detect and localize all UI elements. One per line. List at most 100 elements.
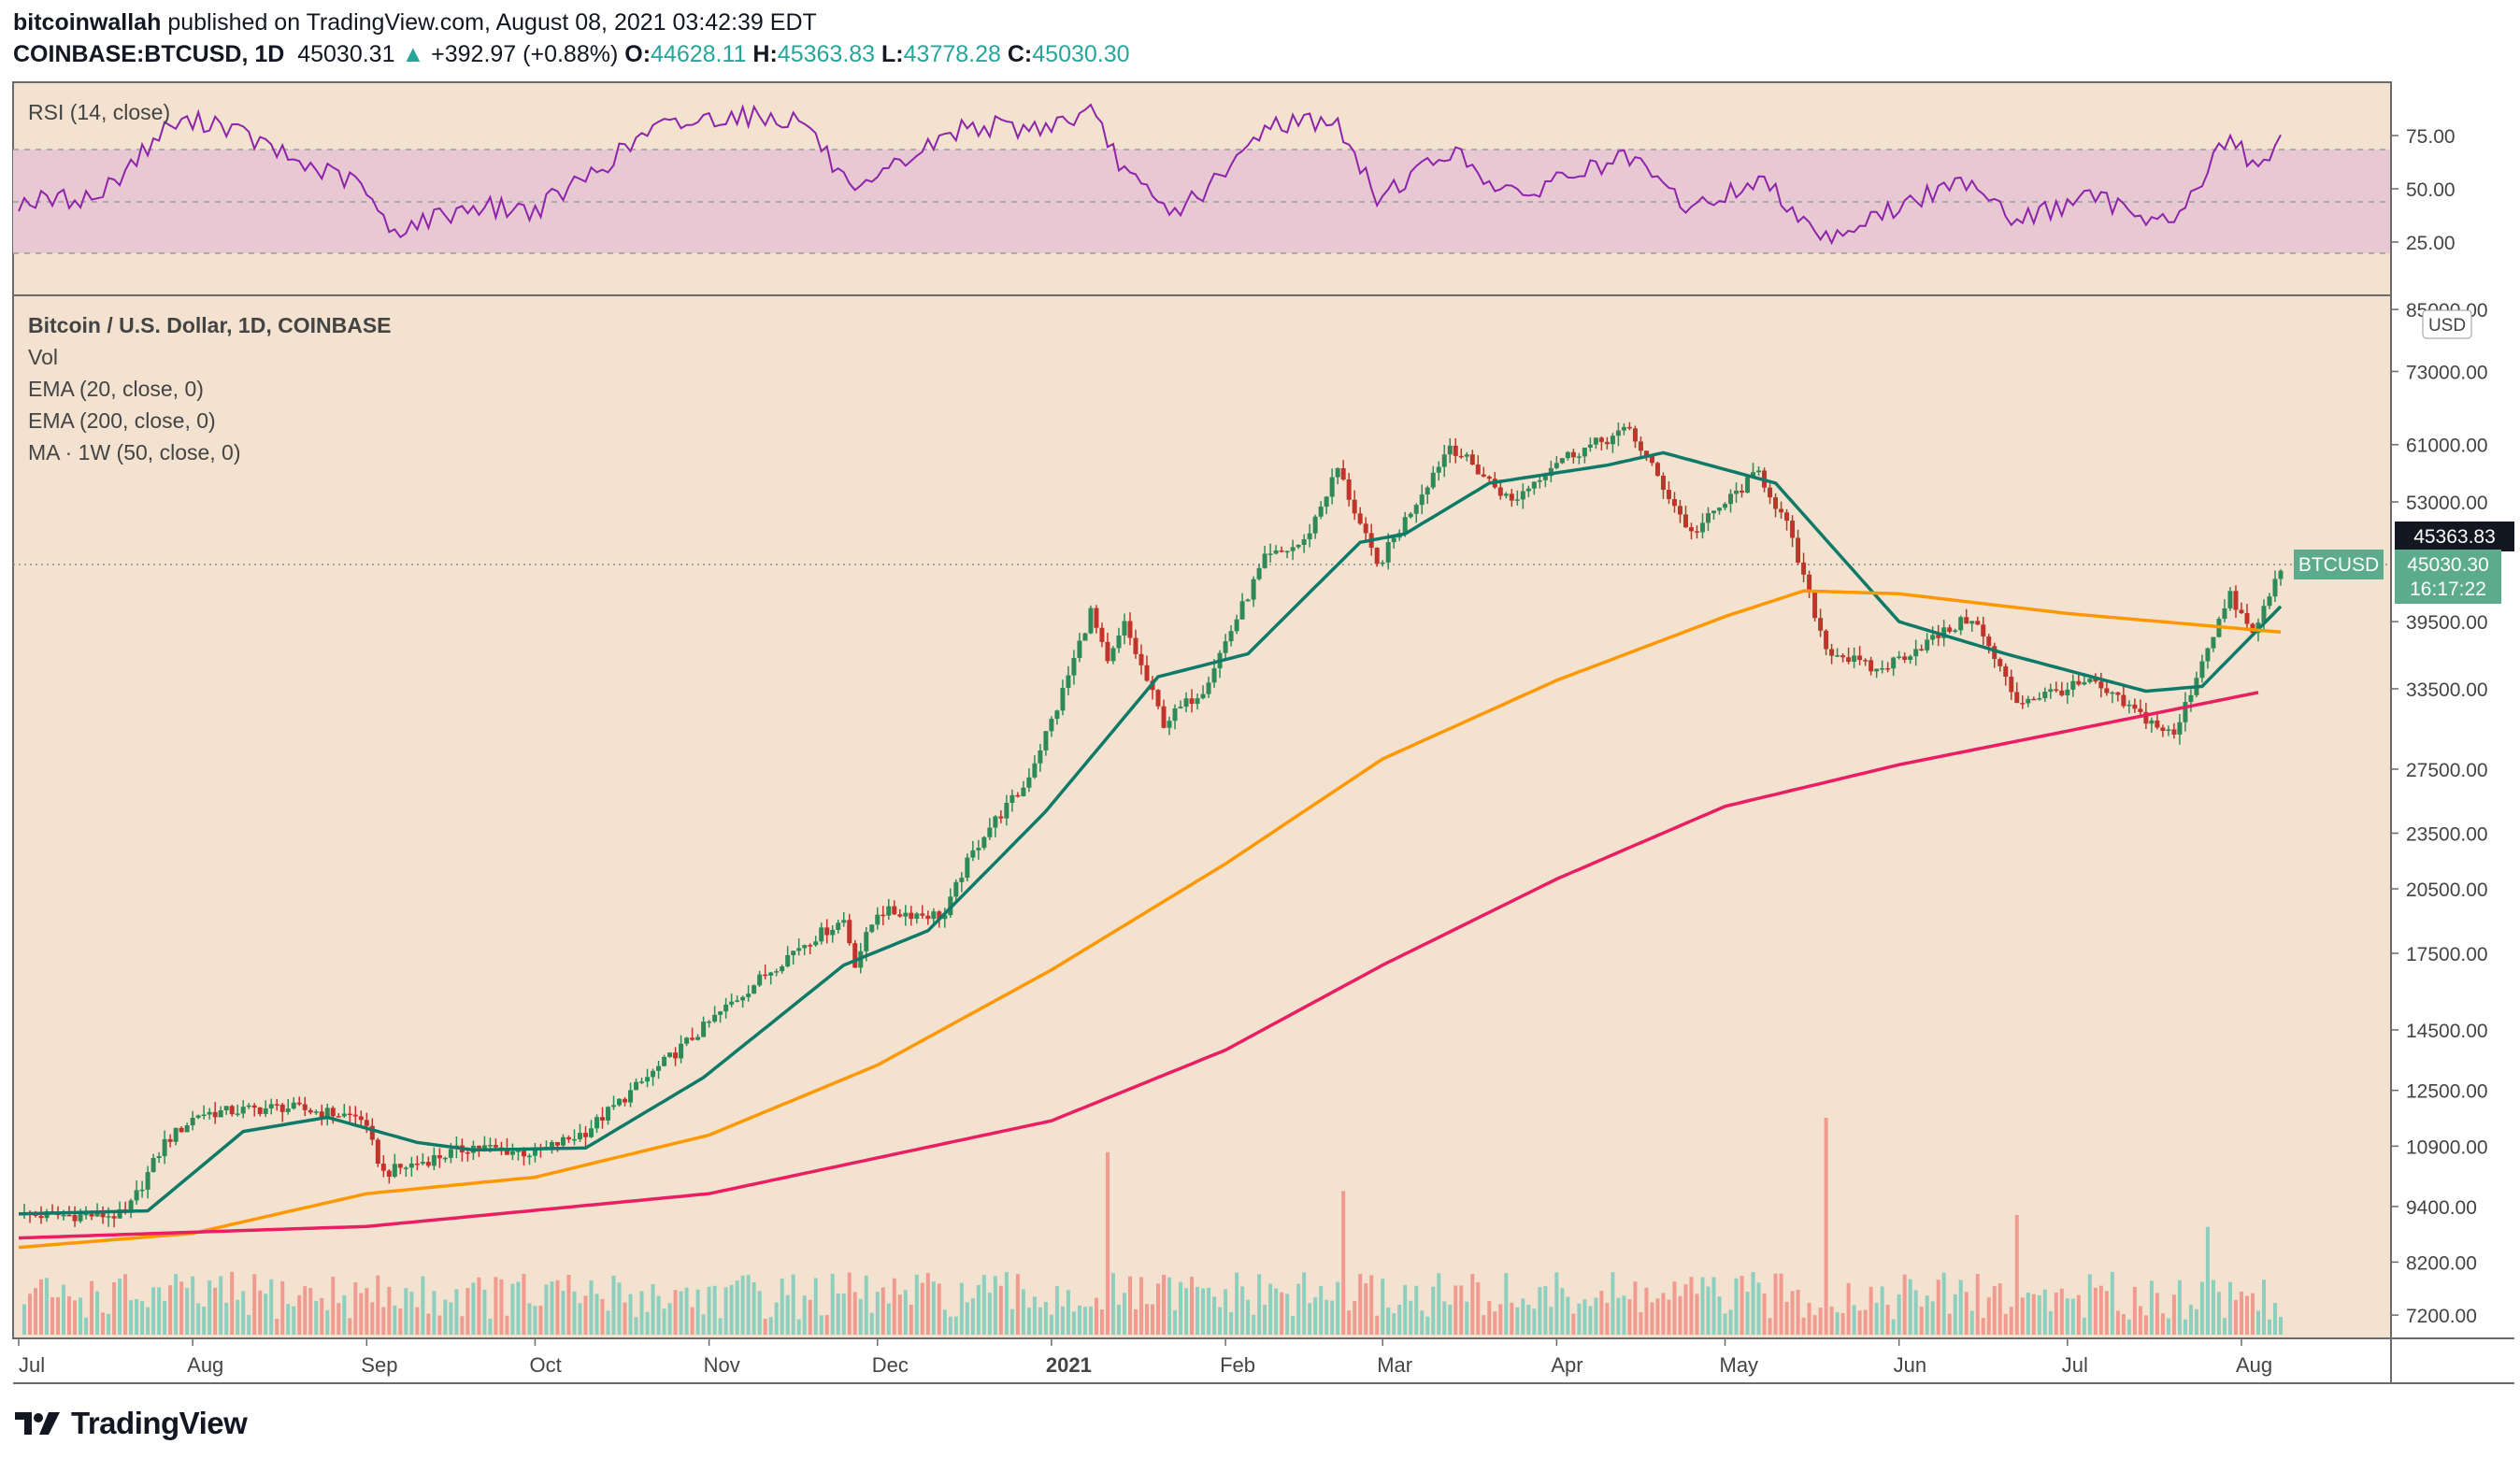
volume-bar <box>2211 1279 2215 1335</box>
volume-bar <box>864 1275 868 1335</box>
candle-body <box>397 1164 403 1168</box>
candle-body <box>263 1108 268 1114</box>
volume-bar <box>1756 1282 1761 1335</box>
volume-bar <box>1190 1276 1195 1335</box>
volume-bar <box>1683 1284 1688 1335</box>
candle-body <box>437 1155 442 1159</box>
volume-bar <box>1296 1283 1301 1335</box>
candle-body <box>1638 441 1643 451</box>
candle-body <box>1189 698 1195 705</box>
volume-bar <box>1554 1272 1559 1335</box>
candle-body <box>1469 454 1475 465</box>
volume-bar <box>151 1287 156 1335</box>
volume-bar <box>1077 1305 1081 1335</box>
candle-body <box>1784 512 1790 522</box>
candle-body <box>1228 631 1234 642</box>
candle-body <box>836 922 841 930</box>
volume-bar <box>1498 1304 1503 1335</box>
volume-bar <box>1947 1313 1952 1335</box>
candle-body <box>1688 527 1694 532</box>
candle-body <box>1919 649 1925 650</box>
volume-bar <box>1049 1314 1053 1335</box>
volume-bar <box>2183 1319 2187 1335</box>
volume-bar <box>2126 1319 2131 1335</box>
candle-body <box>1026 777 1032 788</box>
volume-bar <box>925 1272 930 1335</box>
candle-body <box>634 1081 639 1091</box>
candle-body <box>1756 470 1762 473</box>
candle-body <box>2003 665 2009 678</box>
candle-body <box>1992 646 1997 660</box>
time-tick-label: Aug <box>187 1353 223 1377</box>
volume-bar <box>1784 1301 1789 1335</box>
candle-body <box>1846 657 1852 663</box>
candle-body <box>94 1210 100 1217</box>
price-tick-label: 7200.00 <box>2406 1306 2477 1327</box>
volume-bar <box>1263 1304 1267 1335</box>
candle-body <box>623 1098 628 1103</box>
candle-body <box>308 1109 313 1113</box>
candle-body <box>1705 513 1711 523</box>
candle-body <box>1677 506 1682 515</box>
volume-bar <box>1156 1283 1161 1335</box>
volume-bar <box>785 1294 790 1335</box>
candle-body <box>808 945 813 947</box>
candle-body <box>1144 665 1150 681</box>
candle-body <box>336 1116 341 1118</box>
candle-body <box>1936 635 1941 638</box>
candle-body <box>2205 648 2211 662</box>
candle-body <box>639 1081 645 1083</box>
volume-bar <box>2155 1293 2159 1335</box>
volume-bar <box>578 1303 582 1335</box>
author-name[interactable]: bitcoinwallah <box>13 9 162 36</box>
candle-body <box>1649 456 1654 464</box>
volume-bar <box>2093 1287 2098 1335</box>
candle-body <box>1004 802 1009 819</box>
candle-body <box>2267 596 2272 607</box>
volume-bar <box>572 1291 577 1335</box>
price-tag-text: 45030.30 <box>2407 554 2489 576</box>
candle-body <box>2059 690 2065 696</box>
usd-badge[interactable] <box>2422 309 2472 339</box>
candle-body <box>1402 517 1408 534</box>
volume-bar <box>22 1304 27 1335</box>
candle-body <box>1312 516 1318 534</box>
countdown-text: 16:17:22 <box>2410 579 2486 600</box>
price-tick-label: 10900.00 <box>2406 1136 2488 1158</box>
candle-body <box>942 915 948 920</box>
candle-body <box>1520 491 1525 500</box>
candle-body <box>2026 698 2031 704</box>
volume-bar <box>600 1298 605 1335</box>
volume-bar <box>1532 1308 1537 1335</box>
price-tick-label: 8200.00 <box>2406 1252 2477 1274</box>
volume-bar <box>342 1294 347 1335</box>
volume-bar <box>460 1316 465 1335</box>
volume-bar <box>449 1302 453 1335</box>
volume-bar <box>606 1310 610 1335</box>
volume-bar <box>2065 1298 2069 1335</box>
candle-body <box>1768 487 1773 498</box>
candle-body <box>1155 690 1161 707</box>
volume-bar <box>914 1274 919 1335</box>
volume-bar <box>763 1319 767 1335</box>
volume-bar <box>1930 1301 1935 1335</box>
volume-bar <box>208 1280 212 1335</box>
volume-bar <box>1110 1272 1115 1335</box>
candle-body <box>515 1151 521 1152</box>
candle-body <box>1223 641 1228 653</box>
volume-bar <box>1054 1286 1059 1335</box>
volume-bar <box>2070 1298 2075 1335</box>
candle-body <box>886 906 892 916</box>
volume-bar <box>1796 1289 1800 1335</box>
volume-bar <box>1964 1292 1969 1335</box>
volume-bar <box>1992 1286 1997 1335</box>
time-tick-label: Mar <box>1377 1353 1412 1377</box>
volume-bar <box>959 1282 964 1335</box>
candle-body <box>2048 689 2054 693</box>
candle-body <box>1503 493 1509 496</box>
candle-body <box>532 1148 537 1156</box>
candle-body <box>746 993 752 997</box>
tradingview-logo[interactable]: TradingView <box>13 1406 248 1441</box>
volume-bar <box>1004 1272 1009 1335</box>
